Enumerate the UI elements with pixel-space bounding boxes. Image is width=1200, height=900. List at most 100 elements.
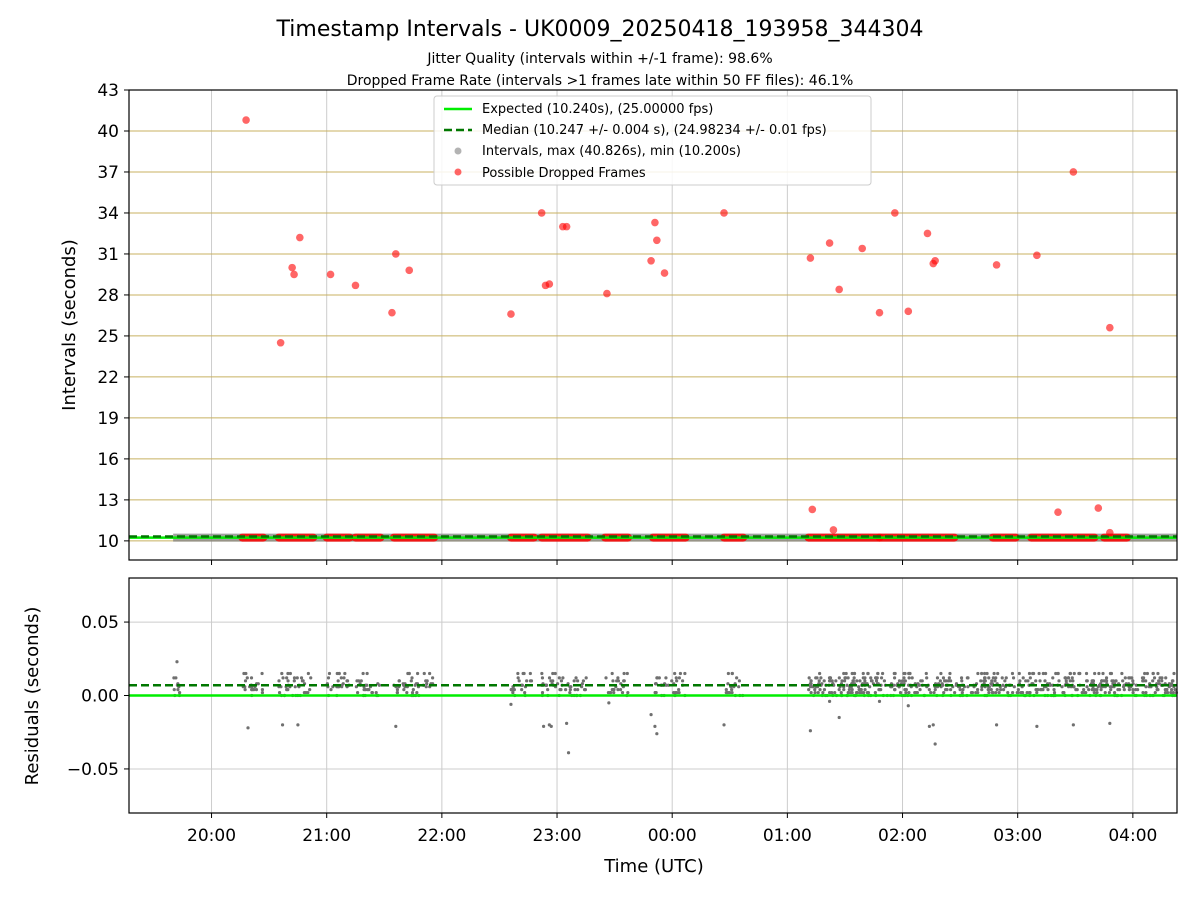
residual-point	[1016, 690, 1020, 695]
residual-point	[960, 679, 964, 683]
residual-point	[892, 671, 896, 676]
residual-point	[1141, 679, 1145, 683]
dropped-frame-point	[647, 256, 655, 265]
residual-point	[939, 671, 943, 676]
chart-subtitle-dropped: Dropped Frame Rate (intervals >1 frames …	[347, 73, 854, 89]
residual-point	[855, 679, 859, 683]
residual-point	[842, 688, 846, 692]
top-y-tick-label: 10	[97, 532, 119, 552]
residual-point	[583, 688, 588, 692]
residual-point	[1153, 690, 1157, 695]
residual-point	[897, 679, 902, 683]
residual-point	[673, 671, 677, 676]
residual-point	[616, 688, 620, 692]
residual-point	[1072, 671, 1076, 676]
residual-point	[844, 671, 848, 676]
residual-point	[839, 690, 843, 695]
residual-point	[1122, 688, 1126, 692]
residual-point	[243, 679, 248, 683]
residual-point	[1035, 690, 1039, 695]
residual-point	[873, 690, 877, 695]
residual-point	[1120, 671, 1124, 676]
residual-point	[986, 688, 990, 692]
x-tick-label: 22:00	[417, 826, 466, 846]
dropped-frame-point	[288, 263, 296, 272]
residual-point	[1145, 671, 1149, 676]
residual-point	[737, 685, 741, 689]
residual-point	[365, 683, 369, 687]
residual-point	[850, 688, 854, 692]
residual-point	[1087, 688, 1091, 692]
residual-point	[877, 688, 881, 692]
residual-point	[818, 671, 822, 676]
residual-point	[813, 690, 817, 695]
intervals-plot: 10 13 16 19 22 25 28 31 34 37 40 43	[97, 81, 1178, 565]
bottom-y-tick-label: 0.00	[81, 687, 119, 707]
dropped-frame-point	[923, 229, 932, 238]
residual-point	[983, 676, 987, 680]
residual-outlier-point	[649, 712, 653, 717]
residual-point	[655, 676, 659, 680]
residual-point	[546, 688, 550, 692]
residual-point	[845, 683, 849, 687]
residual-point	[610, 671, 614, 676]
residual-point	[1064, 679, 1068, 683]
residual-point	[249, 676, 254, 680]
x-tick-label: 21:00	[302, 826, 351, 846]
residual-point	[846, 690, 851, 695]
residual-point	[1082, 688, 1086, 692]
residual-point	[540, 671, 544, 676]
residual-point	[551, 679, 555, 683]
residual-point	[1123, 676, 1127, 680]
residual-point	[1109, 688, 1113, 692]
residual-point	[292, 679, 296, 683]
residual-point	[821, 690, 825, 695]
residual-point	[285, 688, 289, 692]
residual-point	[1090, 679, 1094, 683]
residual-point	[540, 690, 545, 695]
bottom-y-tick-label: −0.05	[67, 760, 119, 780]
residual-point	[892, 676, 897, 680]
dropped-frame-point	[660, 269, 669, 277]
residual-outlier-point	[837, 715, 841, 720]
residual-point	[990, 690, 994, 695]
residual-point	[516, 671, 520, 676]
residual-point	[397, 679, 401, 683]
residual-outlier-point	[394, 724, 398, 728]
residual-point	[674, 676, 678, 680]
residual-point	[735, 676, 739, 680]
residual-point	[1151, 679, 1155, 683]
dropped-frame-point	[405, 266, 414, 275]
residual-point	[846, 676, 850, 680]
residual-point	[830, 679, 834, 683]
residual-point	[277, 690, 282, 695]
residual-point	[859, 688, 863, 692]
residual-outlier-point	[994, 723, 999, 727]
dropped-frame-point	[825, 239, 834, 247]
residual-point	[724, 688, 728, 692]
residual-point	[904, 690, 908, 695]
bottom-y-axis-label: Residuals (seconds)	[22, 607, 43, 786]
dropped-frame-point	[1033, 251, 1041, 260]
residual-point	[557, 676, 561, 680]
residual-point	[616, 679, 621, 683]
residual-point	[260, 690, 265, 695]
residual-point	[356, 690, 360, 695]
residual-outlier-point	[296, 723, 300, 727]
residual-point	[345, 679, 349, 683]
residual-outlier-point	[607, 701, 611, 705]
residual-point	[343, 671, 347, 676]
residual-point	[924, 671, 928, 676]
residual-point	[935, 676, 940, 680]
residual-point	[1035, 688, 1039, 692]
residual-point	[1156, 671, 1160, 676]
residual-point	[830, 690, 834, 695]
residual-point	[1170, 688, 1174, 692]
residual-point	[424, 685, 428, 689]
residual-point	[860, 690, 864, 695]
residual-point	[547, 676, 552, 680]
residual-point	[898, 690, 903, 695]
residual-point	[280, 671, 284, 676]
legend-intervals-label: Intervals, max (40.826s), min (10.200s)	[482, 144, 741, 159]
residual-point	[511, 688, 516, 692]
